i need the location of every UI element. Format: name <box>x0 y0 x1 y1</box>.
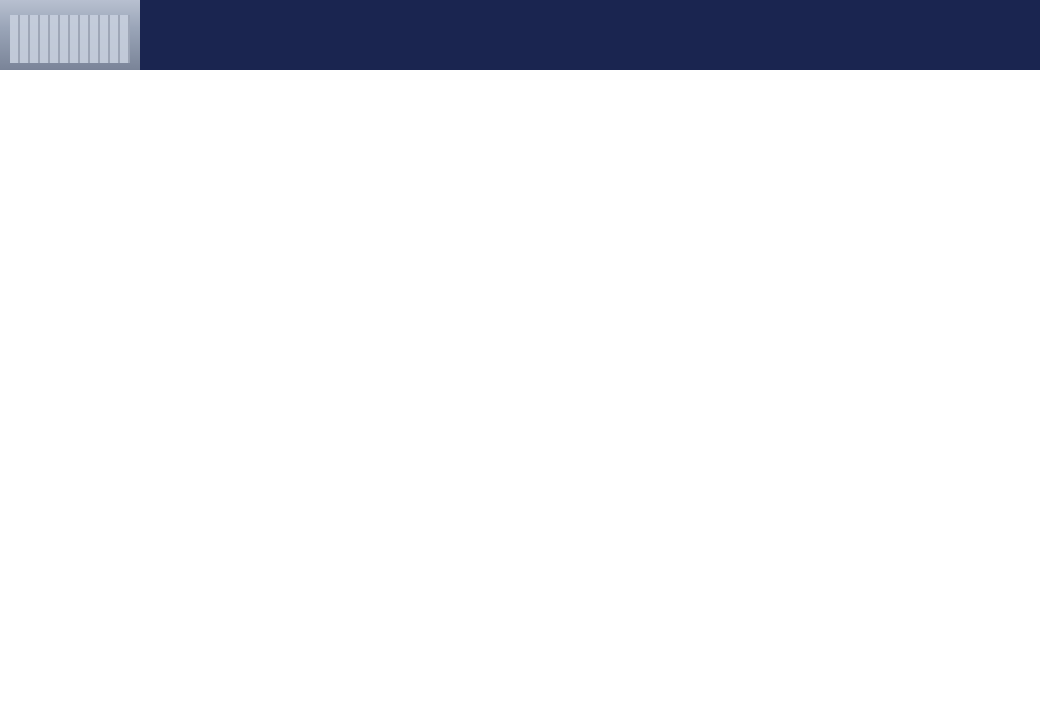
edges-layer <box>0 86 1040 666</box>
diagram-canvas <box>0 86 1040 666</box>
header-photo <box>0 0 140 70</box>
header-bar <box>0 0 1040 70</box>
